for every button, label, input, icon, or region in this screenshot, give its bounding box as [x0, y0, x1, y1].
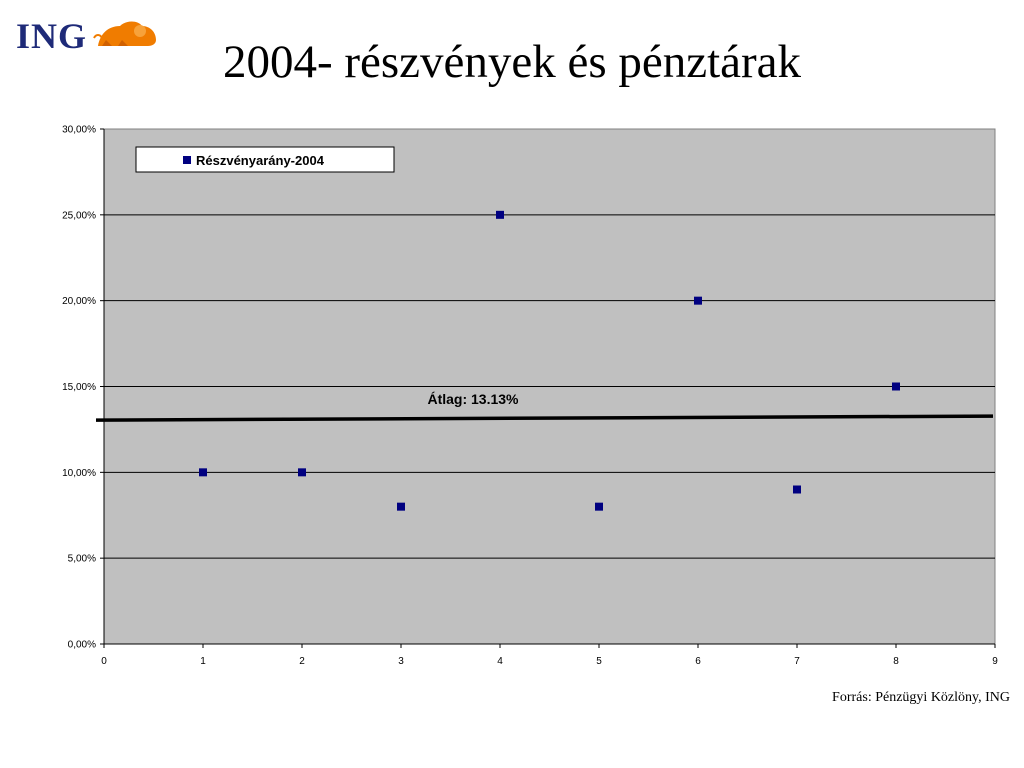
x-tick-label: 3: [398, 656, 404, 667]
x-tick-label: 2: [299, 656, 305, 667]
x-tick-label: 5: [596, 656, 602, 667]
data-point: [199, 468, 207, 477]
data-point: [298, 468, 306, 477]
y-tick-label: 10,00%: [62, 468, 96, 479]
data-point: [793, 485, 801, 494]
y-tick-label: 15,00%: [62, 382, 96, 393]
legend-label: Részvényarány-2004: [196, 153, 325, 168]
x-tick-label: 7: [794, 656, 800, 667]
x-tick-label: 9: [992, 656, 998, 667]
legend-marker: [183, 156, 191, 164]
data-point: [892, 382, 900, 391]
data-point: [694, 296, 702, 305]
y-tick-label: 5,00%: [68, 554, 96, 565]
data-point: [397, 502, 405, 511]
x-tick-label: 1: [200, 656, 206, 667]
page-title: 2004- részvények és pénztárak: [222, 36, 802, 88]
logo-text: ING: [16, 16, 88, 56]
average-label: Átlag: 13.13%: [427, 391, 519, 407]
average-line: [95, 414, 994, 422]
y-tick-label: 25,00%: [62, 210, 96, 221]
y-tick-label: 20,00%: [62, 296, 96, 307]
legend-box: [135, 146, 395, 173]
y-tick-label: 30,00%: [62, 125, 96, 136]
data-point: [595, 502, 603, 511]
lion-icon: [93, 21, 156, 46]
ing-logo: ING: [14, 14, 156, 58]
x-tick-label: 0: [101, 656, 107, 667]
x-tick-label: 8: [893, 656, 899, 667]
x-tick-label: 4: [497, 656, 503, 667]
x-tick-label: 6: [695, 656, 701, 667]
source-note: Forrás: Pénzügyi Közlöny, ING: [832, 690, 1010, 705]
data-point: [496, 210, 504, 219]
y-tick-label: 0,00%: [68, 640, 96, 651]
